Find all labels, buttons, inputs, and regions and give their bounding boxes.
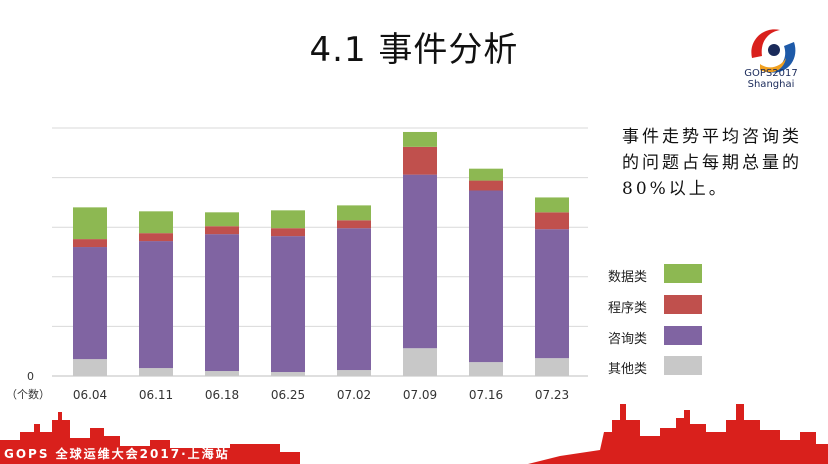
bar-segment xyxy=(469,168,503,181)
legend-swatch xyxy=(664,326,702,345)
bar-segment xyxy=(337,228,371,371)
bar-segment xyxy=(73,239,107,248)
legend-label: 程序类 xyxy=(608,301,648,316)
bar-segment xyxy=(73,359,107,376)
legend-swatch xyxy=(664,356,702,375)
legend-label: 数据类 xyxy=(608,270,648,285)
bar-segment xyxy=(139,368,173,376)
bar-segment xyxy=(403,131,437,147)
bar-segment xyxy=(403,146,437,175)
bar-segment xyxy=(469,190,503,363)
legend-item-data: 数据类 xyxy=(600,264,710,285)
bar-segment xyxy=(205,212,239,227)
bar-segment xyxy=(535,358,569,376)
footer-banner-text: GOPS 全球运维大会2017·上海站 xyxy=(4,447,230,461)
bar-segment xyxy=(139,211,173,234)
bar-segment xyxy=(271,372,305,376)
bar-segment xyxy=(205,226,239,235)
bar-segment xyxy=(271,228,305,237)
x-tick-label: 06.04 xyxy=(73,388,107,402)
bar-segment xyxy=(535,229,569,359)
page-title: 4.1 事件分析 xyxy=(309,30,519,70)
bar-segment xyxy=(271,236,305,373)
x-tick-label: 06.11 xyxy=(139,388,173,402)
logo-text-line2: Shanghai xyxy=(747,79,795,90)
bar-segment xyxy=(337,205,371,221)
gops-logo xyxy=(751,29,796,73)
bar-segment xyxy=(205,371,239,376)
legend-item-other: 其他类 xyxy=(600,356,710,377)
x-tick-label: 07.02 xyxy=(337,388,371,402)
x-tick-label: 07.09 xyxy=(403,388,437,402)
x-tick-label: 07.16 xyxy=(469,388,503,402)
bar-segment xyxy=(337,220,371,229)
chart-note: 事件走势平均咨询类的问题占每期总量的80%以上。 xyxy=(622,127,802,199)
bar-segment xyxy=(535,212,569,230)
bar-segment xyxy=(403,348,437,376)
bar-segment xyxy=(139,233,173,242)
legend-swatch xyxy=(664,295,702,314)
bar-segment xyxy=(469,180,503,191)
legend-swatch xyxy=(664,264,702,283)
bar-segment xyxy=(535,197,569,213)
bar-segment xyxy=(205,234,239,372)
bar-segment xyxy=(337,370,371,376)
bar-segment xyxy=(271,210,305,229)
bar-segment xyxy=(139,241,173,369)
x-tick-label: 07.23 xyxy=(535,388,569,402)
x-tick-label: 06.18 xyxy=(205,388,239,402)
y-tick-label: 0 xyxy=(27,370,34,383)
bar-segment xyxy=(469,362,503,376)
bar-segment xyxy=(403,174,437,349)
legend-label: 其他类 xyxy=(608,362,648,377)
legend-item-program: 程序类 xyxy=(600,295,710,316)
y-unit-label: （个数） xyxy=(6,388,50,401)
bar-segment xyxy=(73,207,107,240)
logo-text-line1: GOPS2017 xyxy=(744,68,798,79)
legend-label: 咨询类 xyxy=(608,332,648,347)
bar-segment xyxy=(73,247,107,360)
legend-item-consult: 咨询类 xyxy=(600,326,710,347)
x-tick-label: 06.25 xyxy=(271,388,305,402)
